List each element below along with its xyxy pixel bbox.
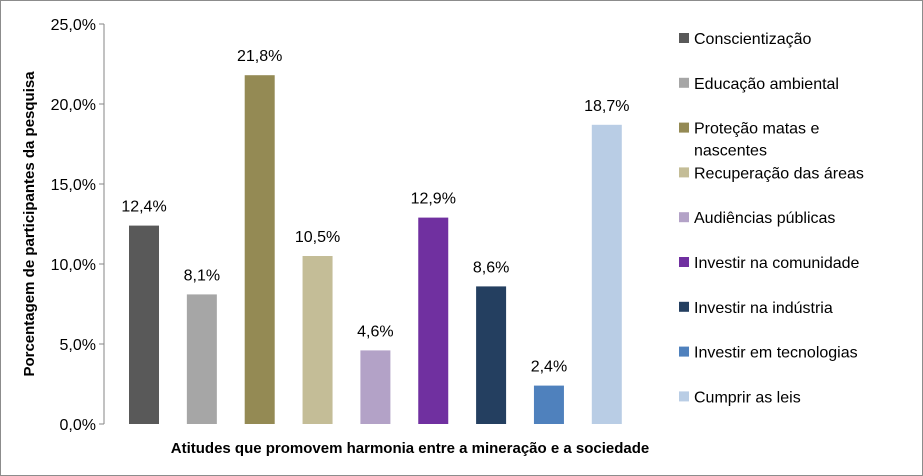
- data-label: 8,6%: [473, 259, 509, 276]
- bar-2: [186, 294, 217, 424]
- bar-8: [533, 385, 564, 424]
- x-axis-title: Atitudes que promovem harmonia entre a m…: [171, 440, 649, 457]
- bar-6: [418, 217, 449, 424]
- legend-label: Recuperação das áreas: [694, 165, 864, 182]
- legend-swatch: [679, 77, 689, 88]
- legend-label: Audiências públicas: [694, 210, 835, 227]
- legend-label: Conscientização: [694, 31, 812, 48]
- bar-3: [244, 75, 275, 424]
- legend-swatch: [679, 391, 689, 402]
- legend-label: Educação ambiental: [694, 76, 839, 93]
- data-label: 18,7%: [584, 98, 629, 115]
- data-label: 10,5%: [295, 229, 340, 246]
- bar-9: [591, 124, 622, 425]
- y-axis: 0,0% 5,0% 10,0% 15,0% 20,0% 25,0%: [51, 17, 105, 434]
- y-tick-label: 20,0%: [51, 97, 96, 114]
- data-label: 4,6%: [357, 323, 393, 340]
- legend-label: Investir em tecnologias: [694, 345, 858, 362]
- y-tick-label: 15,0%: [51, 177, 96, 194]
- legend-label: nascentes: [694, 143, 767, 160]
- data-labels: 12,4% 8,1% 21,8% 10,5% 4,6% 12,9% 8,6% 2,4% 18,7…: [121, 48, 629, 375]
- data-label: 8,1%: [184, 267, 220, 284]
- legend-swatch: [679, 167, 689, 178]
- legend-swatch: [679, 346, 689, 357]
- legend: Conscientização Educação ambiental Proteçã…: [679, 31, 864, 406]
- data-label: 21,8%: [237, 48, 282, 65]
- y-axis-title: Porcentagem de participantes da pesquisa: [21, 71, 38, 377]
- y-tick-label: 5,0%: [60, 337, 96, 354]
- bar-5: [360, 350, 391, 424]
- legend-swatch: [679, 33, 689, 43]
- bar-1: [129, 225, 159, 424]
- y-tick-label: 0,0%: [60, 417, 96, 434]
- bar-4: [302, 256, 333, 424]
- legend-swatch: [679, 212, 689, 223]
- legend-swatch: [679, 122, 689, 133]
- bars: [129, 75, 622, 425]
- legend-label: Investir na comunidade: [694, 255, 860, 272]
- y-tick-label: 25,0%: [51, 17, 96, 34]
- data-label: 2,4%: [531, 359, 567, 376]
- data-label: 12,9%: [411, 191, 456, 208]
- legend-swatch: [679, 257, 689, 267]
- y-tick-label: 10,0%: [51, 257, 96, 274]
- legend-label: Proteção matas e: [694, 121, 820, 138]
- legend-label: Cumprir as leis: [694, 389, 801, 406]
- bar-7: [476, 286, 507, 424]
- data-label: 12,4%: [121, 199, 166, 216]
- legend-swatch: [679, 301, 689, 312]
- legend-label: Investir na indústria: [694, 300, 833, 317]
